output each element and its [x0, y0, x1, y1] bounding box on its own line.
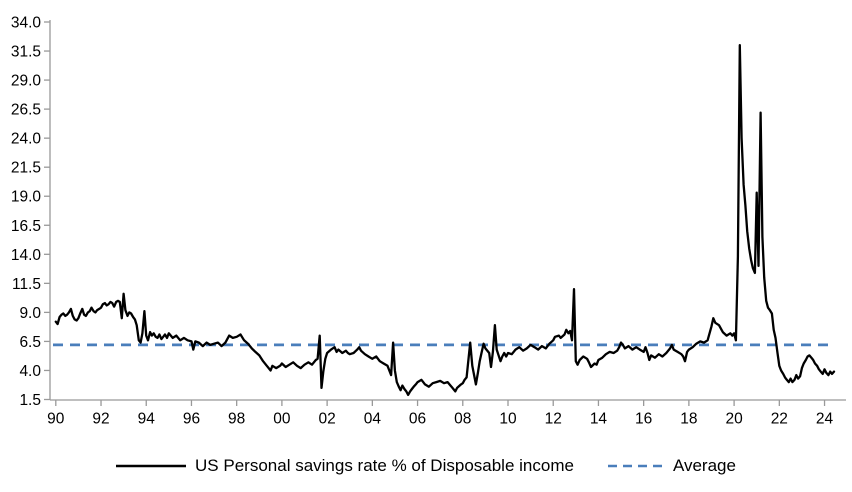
y-tick-label: 21.5 — [11, 160, 41, 177]
legend-item-average: Average — [607, 456, 736, 476]
x-tick-label: 16 — [635, 411, 652, 428]
x-tick-label: 12 — [545, 411, 562, 428]
x-tick-label: 06 — [409, 411, 426, 428]
x-tick-label: 24 — [816, 411, 834, 428]
y-tick-label: 14.0 — [11, 247, 42, 264]
y-tick-label: 34.0 — [11, 15, 42, 32]
y-tick-label: 26.5 — [11, 102, 41, 119]
axes — [44, 20, 846, 406]
legend-label-average: Average — [672, 456, 736, 475]
x-tick-label: 90 — [47, 411, 65, 428]
x-tick-label: 08 — [454, 411, 471, 428]
chart-area: 1.5 4.0 6.5 9.0 11.5 14.0 16.5 19.0 21.5 24.0 26.5… — [11, 15, 846, 428]
y-tick-label: 1.5 — [19, 392, 41, 409]
y-tick-label: 19.0 — [11, 189, 42, 206]
x-tick-label: 96 — [183, 411, 200, 428]
dashed-line-swatch-icon — [607, 464, 664, 468]
y-tick-label: 6.5 — [19, 334, 41, 351]
x-tick-label: 92 — [92, 411, 109, 428]
savings-rate-chart: 1.5 4.0 6.5 9.0 11.5 14.0 16.5 19.0 21.5 24.0 26.5… — [11, 15, 846, 428]
x-tick-label: 10 — [499, 411, 517, 428]
y-tick-label: 11.5 — [12, 276, 41, 293]
y-tick-labels: 1.5 4.0 6.5 9.0 11.5 14.0 16.5 19.0 21.5 24.0 26.5… — [11, 15, 42, 410]
y-tick-label: 16.5 — [11, 218, 41, 235]
solid-line-swatch-icon — [116, 464, 187, 468]
y-tick-label: 4.0 — [19, 363, 41, 380]
y-tick-label: 24.0 — [11, 131, 42, 148]
x-tick-label: 20 — [725, 411, 743, 428]
x-tick-label: 98 — [228, 411, 245, 428]
x-tick-label: 00 — [273, 411, 291, 428]
x-tick-labels: 90 92 94 96 98 00 02 04 06 08 10 12 14 16 18 20 22 24 — [47, 411, 833, 428]
x-tick-label: 02 — [318, 411, 335, 428]
x-tick-label: 22 — [771, 411, 788, 428]
x-tick-label: 94 — [138, 411, 156, 428]
x-tick-label: 18 — [680, 411, 697, 428]
legend-item-savings-rate: US Personal savings rate % of Disposable… — [116, 456, 574, 476]
y-tick-label: 29.0 — [11, 73, 42, 90]
chart-legend: US Personal savings rate % of Disposable… — [0, 446, 852, 486]
y-tick-label: 9.0 — [19, 305, 41, 322]
legend-label-savings-rate: US Personal savings rate % of Disposable… — [195, 456, 574, 475]
x-tick-label: 04 — [364, 411, 382, 428]
y-tick-label: 31.5 — [11, 44, 41, 61]
x-tick-label: 14 — [590, 411, 608, 428]
savings-rate-series-line — [54, 44, 836, 397]
